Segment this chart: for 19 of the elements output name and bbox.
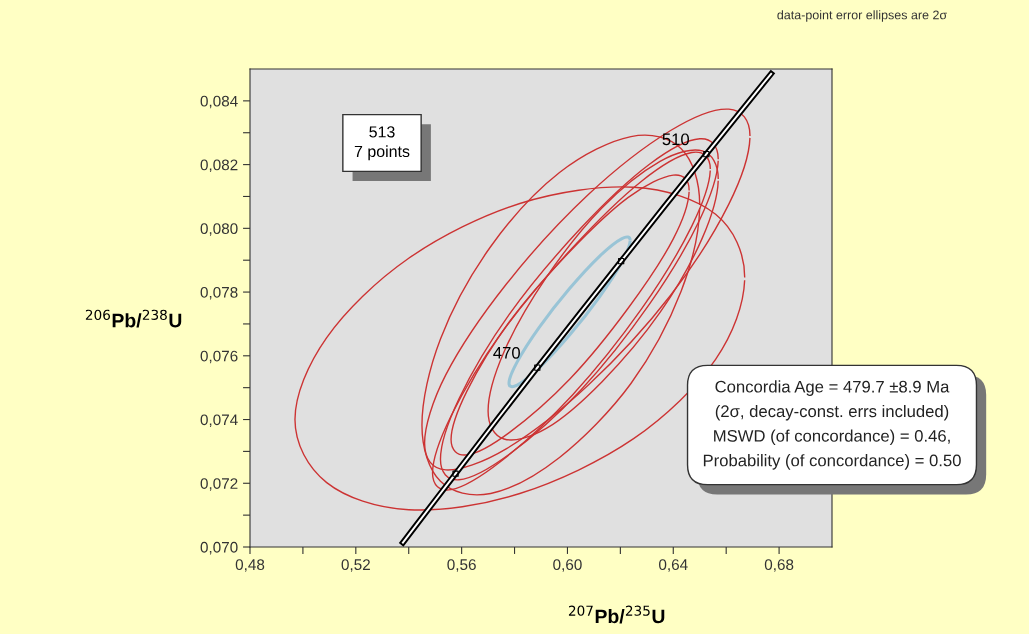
x-tick-label: 0,48 xyxy=(235,559,265,572)
annotation: 513 7 points xyxy=(354,126,410,161)
y-tick-label: 0,072 xyxy=(200,478,238,491)
x-tick-label: 0,60 xyxy=(553,559,582,572)
y-tick-label: 0,074 xyxy=(200,414,238,428)
annotation: Concordia Age = 479.7 ±8.9 Ma (2σ, decay-const. errs included) MSWD (of concordance) = 0.46, Probability (of concordance) = 0.50 xyxy=(703,380,961,470)
x-tick-label: 0,64 xyxy=(659,559,688,572)
text: data-point error ellipses are 2σ xyxy=(777,10,947,22)
y-tick-label: 0,080 xyxy=(200,223,238,236)
y-tick-label: 0,070 xyxy=(200,541,238,555)
y-tick-label: 0,076 xyxy=(200,350,238,364)
x-tick-label: 0,52 xyxy=(341,559,370,572)
x-tick-label: 0,56 xyxy=(447,559,476,572)
y-axis-title: $^{206}$Pb/$^{238}$U xyxy=(85,309,182,328)
y-tick-label: 0,082 xyxy=(200,159,238,173)
y-tick-label: 0,084 xyxy=(200,95,238,109)
x-axis-title: $^{207}$Pb/$^{235}$U xyxy=(568,605,665,624)
y-tick-label: 0,078 xyxy=(200,286,238,300)
x-tick-label: 0,68 xyxy=(764,559,794,572)
